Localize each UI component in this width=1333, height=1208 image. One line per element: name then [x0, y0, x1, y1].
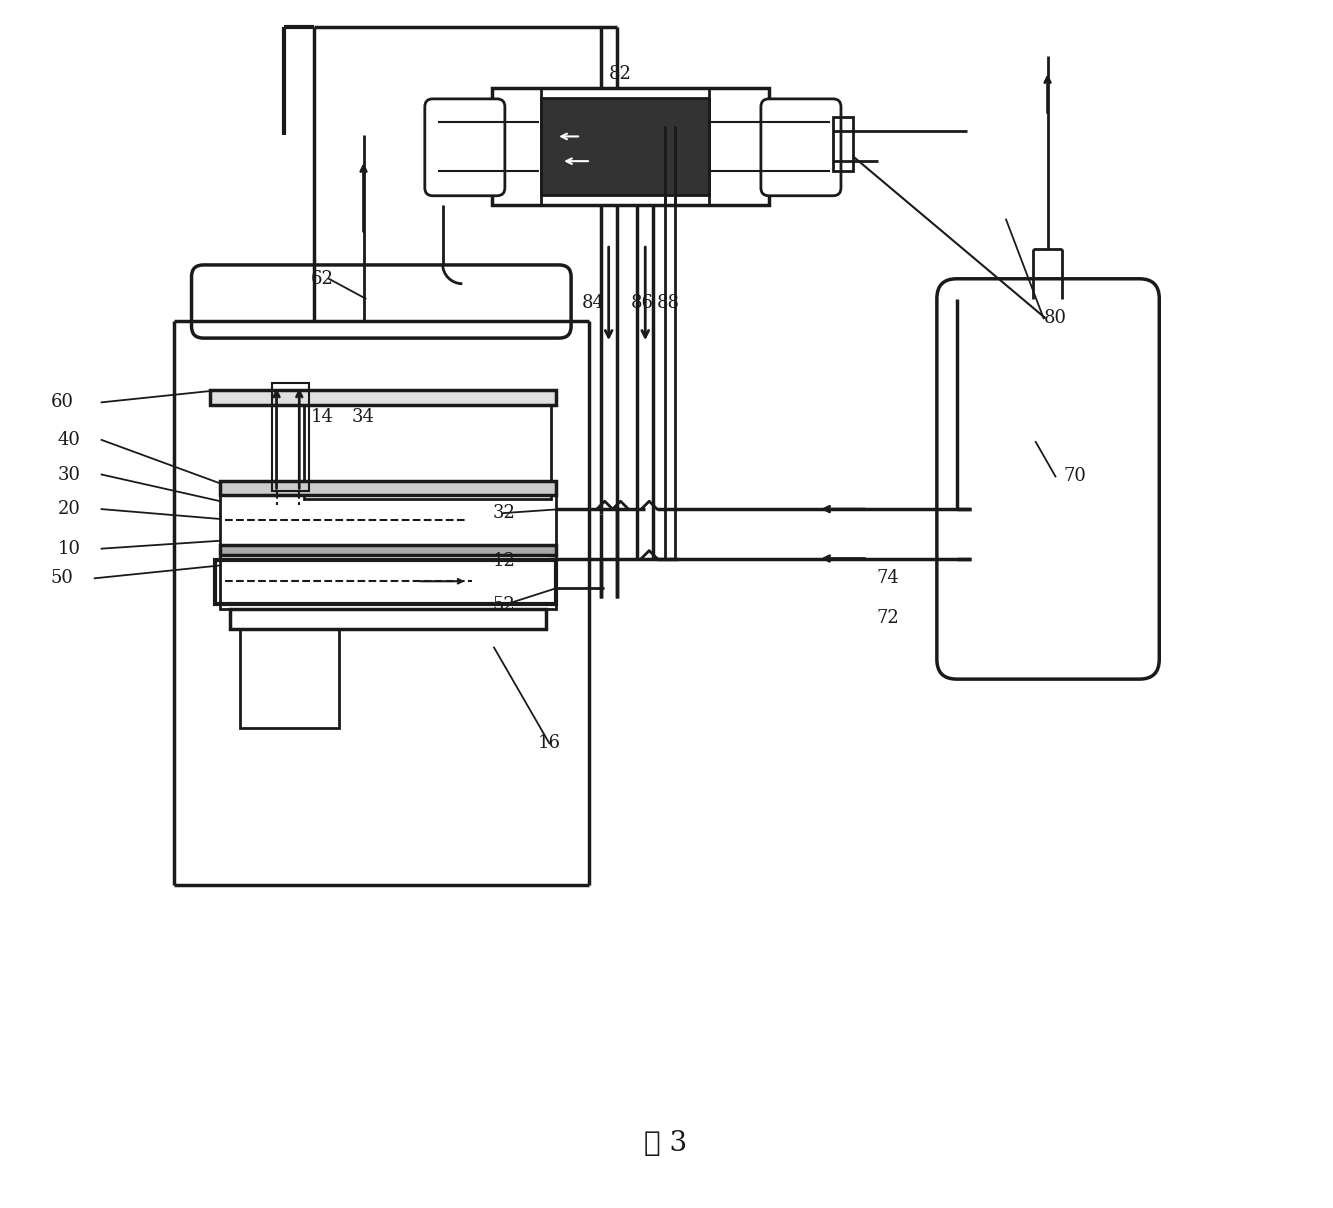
Text: 图 3: 图 3	[644, 1131, 688, 1157]
Bar	[304, 390, 552, 499]
Text: 10: 10	[57, 540, 80, 558]
Text: 80: 80	[1044, 309, 1066, 327]
Bar	[220, 554, 556, 609]
Bar	[215, 559, 556, 604]
Bar	[220, 495, 556, 545]
Text: 50: 50	[51, 569, 73, 587]
FancyBboxPatch shape	[192, 265, 571, 338]
Text: 60: 60	[51, 394, 73, 412]
Bar	[240, 628, 339, 727]
Bar	[541, 98, 709, 194]
Bar	[272, 383, 309, 492]
Text: 88: 88	[656, 295, 680, 313]
FancyBboxPatch shape	[937, 279, 1160, 679]
Text: 52: 52	[492, 596, 516, 614]
Text: 86: 86	[631, 295, 653, 313]
Text: 70: 70	[1064, 467, 1086, 486]
Text: 30: 30	[57, 465, 80, 483]
FancyBboxPatch shape	[761, 99, 841, 196]
Text: 84: 84	[581, 295, 604, 313]
Text: 82: 82	[609, 65, 632, 83]
Text: 74: 74	[876, 569, 898, 587]
FancyBboxPatch shape	[425, 99, 505, 196]
Text: 12: 12	[492, 552, 516, 569]
Text: 62: 62	[311, 269, 333, 288]
Bar	[231, 609, 547, 628]
Text: 16: 16	[537, 734, 561, 753]
Text: 32: 32	[492, 504, 516, 522]
Text: 72: 72	[876, 609, 898, 627]
Bar	[220, 545, 556, 554]
Text: 20: 20	[57, 500, 80, 518]
Text: 40: 40	[57, 431, 80, 449]
Bar	[211, 390, 556, 406]
Bar	[833, 117, 853, 172]
Bar	[492, 88, 769, 204]
Text: 34: 34	[352, 408, 375, 426]
Bar	[220, 482, 556, 495]
Text: 14: 14	[311, 408, 333, 426]
